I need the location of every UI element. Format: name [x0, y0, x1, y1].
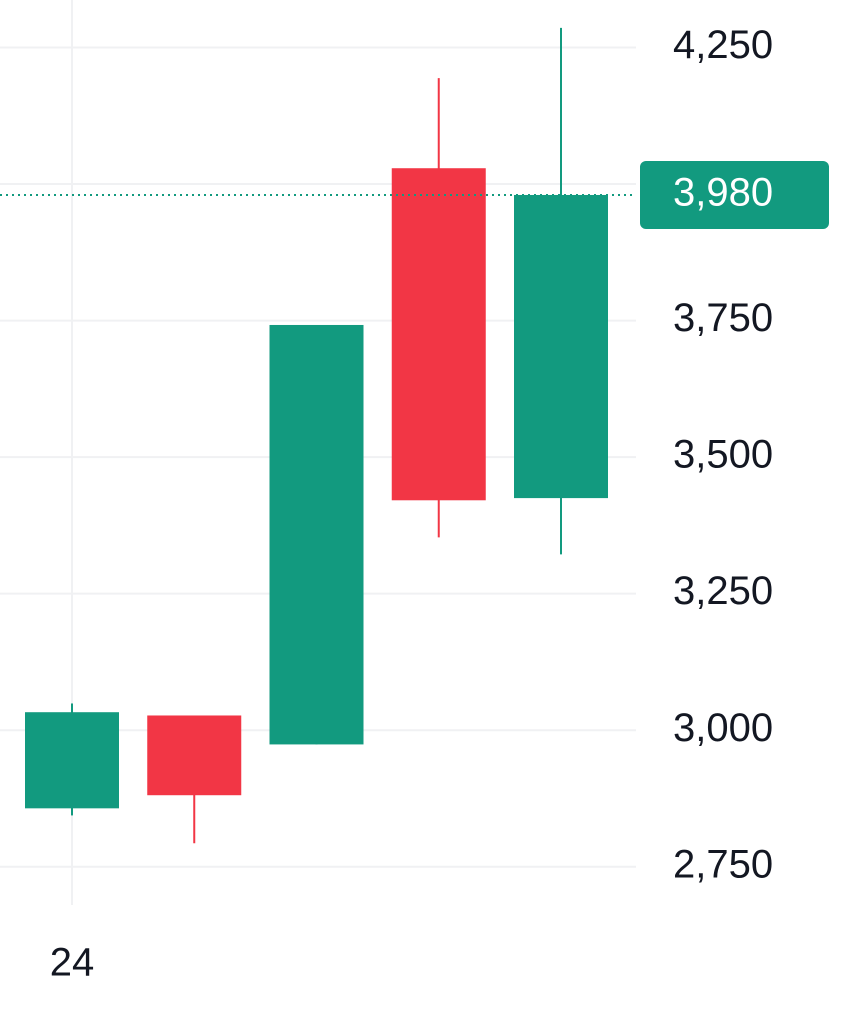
candle-body: [25, 712, 119, 809]
candle-body: [391, 168, 486, 501]
candle-body: [514, 194, 608, 499]
y-tick-label: 3,500: [673, 433, 773, 477]
y-tick-label: 3,750: [673, 296, 773, 340]
candle-body: [147, 715, 242, 796]
x-tick-label: 24: [50, 941, 95, 985]
candle-body: [269, 324, 364, 745]
y-tick-label: 3,000: [673, 706, 773, 750]
y-tick-label: 2,750: [673, 842, 773, 886]
last-price-box: [640, 160, 829, 229]
y-tick-label: 3,250: [673, 569, 773, 613]
y-tick-label: 4,250: [673, 23, 773, 67]
last-price-label: 3,980: [673, 171, 773, 215]
